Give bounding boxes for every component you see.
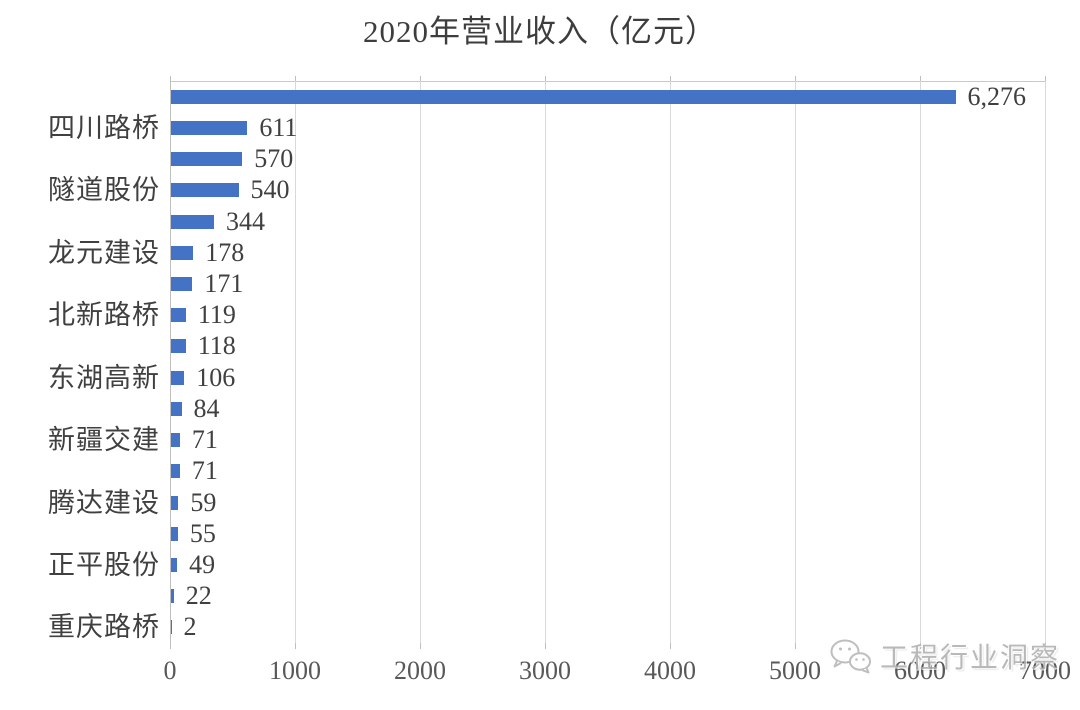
value-label: 22 — [185, 581, 212, 611]
category-label: 腾达建设 — [48, 487, 160, 518]
x-tick-mark — [545, 76, 546, 81]
bar — [171, 276, 193, 291]
bar — [171, 370, 185, 385]
x-tick-mark — [420, 76, 421, 81]
bar — [171, 433, 180, 448]
x-tick-mark — [420, 643, 421, 649]
value-label: 71 — [191, 456, 218, 486]
x-tick-mark — [795, 76, 796, 81]
value-label: 611 — [259, 112, 298, 142]
value-label: 171 — [204, 268, 244, 298]
value-label: 106 — [196, 362, 236, 392]
x-tick-label: 2000 — [394, 656, 446, 685]
gridline — [420, 81, 421, 643]
category-label: 四川路桥 — [48, 112, 160, 143]
value-label: 540 — [250, 175, 290, 205]
x-tick-mark — [795, 643, 796, 649]
y-axis-line — [170, 81, 171, 643]
value-label: 570 — [254, 144, 294, 174]
chart-title: 2020年营业收入（亿元） — [363, 14, 717, 49]
x-tick-label: 3000 — [519, 656, 571, 685]
value-label: 55 — [189, 518, 216, 548]
x-tick-mark — [670, 76, 671, 81]
bar — [171, 495, 179, 510]
category-label: 新疆交建 — [48, 425, 160, 456]
x-tick-mark — [1045, 76, 1046, 81]
gridline — [545, 81, 546, 643]
x-tick-label: 5000 — [769, 656, 821, 685]
x-tick-mark — [920, 76, 921, 81]
category-label: 正平股份 — [48, 549, 160, 580]
value-label: 2 — [183, 612, 197, 642]
gridline — [670, 81, 671, 643]
bar — [171, 89, 956, 104]
value-label: 6,276 — [967, 81, 1027, 111]
value-label: 178 — [205, 237, 245, 267]
gridline — [920, 81, 921, 643]
x-tick-mark — [920, 643, 921, 649]
value-label: 118 — [197, 331, 236, 361]
gridline — [1045, 81, 1046, 643]
category-label: 东湖高新 — [48, 362, 160, 393]
bar — [171, 464, 180, 479]
x-tick-label: 1000 — [269, 656, 321, 685]
category-label: 北新路桥 — [48, 300, 160, 331]
x-tick-label: 6000 — [894, 656, 946, 685]
value-label: 84 — [193, 393, 220, 423]
gridline — [795, 81, 796, 643]
x-tick-mark — [1045, 643, 1046, 649]
category-label: 重庆路桥 — [48, 612, 160, 643]
bar — [171, 214, 214, 229]
value-label: 119 — [197, 300, 236, 330]
x-tick-mark — [295, 643, 296, 649]
bar — [171, 245, 194, 260]
value-label: 49 — [189, 549, 216, 579]
value-label: 344 — [226, 206, 265, 236]
bar — [171, 152, 243, 167]
bar — [171, 183, 239, 198]
bar — [171, 339, 186, 354]
plot-top-border — [170, 81, 1045, 82]
value-label: 71 — [191, 425, 218, 455]
bar — [171, 308, 186, 323]
gridline — [295, 81, 296, 643]
x-tick-mark — [170, 643, 171, 649]
x-tick-mark — [670, 643, 671, 649]
x-tick-label: 0 — [163, 656, 177, 685]
x-tick-mark — [545, 643, 546, 649]
x-tick-label: 4000 — [644, 656, 696, 685]
x-tick-label: 7000 — [1019, 656, 1071, 685]
category-label: 龙元建设 — [48, 237, 160, 268]
x-tick-mark — [170, 76, 171, 81]
bar — [171, 620, 172, 635]
value-label: 59 — [190, 487, 217, 517]
bar — [171, 401, 182, 416]
bar — [171, 589, 174, 604]
category-label: 隧道股份 — [48, 175, 160, 206]
x-tick-mark — [295, 76, 296, 81]
bar — [171, 120, 248, 135]
bar — [171, 557, 178, 572]
bar — [171, 526, 178, 541]
